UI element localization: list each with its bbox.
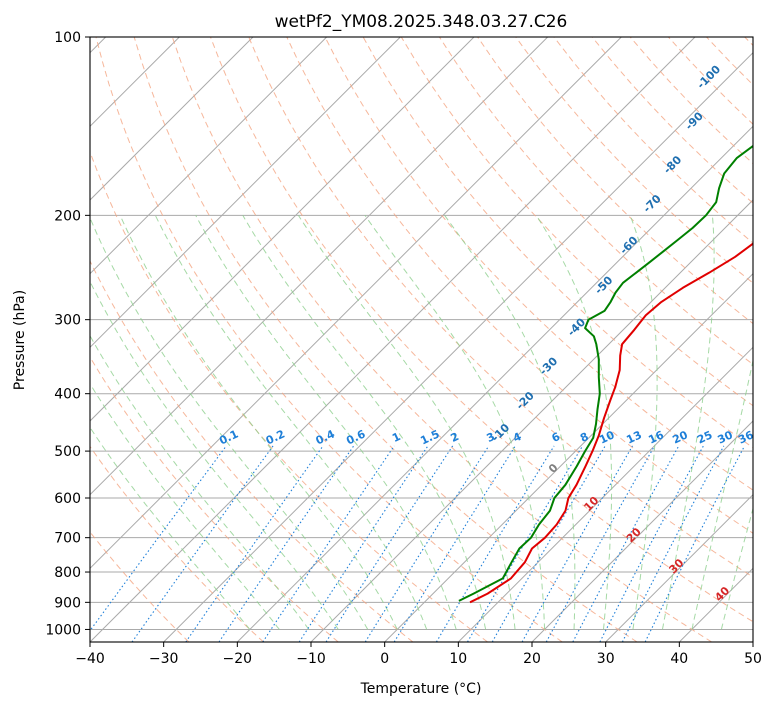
y-tick-label: 400 xyxy=(54,387,81,403)
x-tick-label: −30 xyxy=(149,651,179,667)
y-tick-label: 500 xyxy=(54,444,81,460)
y-tick-label: 100 xyxy=(54,30,81,46)
x-tick-label: 50 xyxy=(744,651,762,667)
y-tick-label: 600 xyxy=(54,491,81,507)
y-tick-label: 900 xyxy=(54,595,81,611)
y-tick-label: 700 xyxy=(54,531,81,547)
y-tick-label: 1000 xyxy=(45,622,81,638)
y-axis-label: Pressure (hPa) xyxy=(12,290,28,390)
x-tick-label: 30 xyxy=(597,651,615,667)
x-tick-label: 10 xyxy=(449,651,467,667)
x-tick-label: −20 xyxy=(223,651,253,667)
x-tick-label: −10 xyxy=(296,651,326,667)
x-tick-label: 40 xyxy=(670,651,688,667)
y-tick-label: 800 xyxy=(54,565,81,581)
x-tick-label: 20 xyxy=(523,651,541,667)
y-tick-label: 300 xyxy=(54,313,81,329)
y-tick-label: 200 xyxy=(54,208,81,224)
x-tick-label: 0 xyxy=(380,651,389,667)
x-axis-label: Temperature (°C) xyxy=(360,681,482,697)
chart-title: wetPf2_YM08.2025.348.03.27.C26 xyxy=(275,12,568,32)
x-tick-label: −40 xyxy=(75,651,105,667)
